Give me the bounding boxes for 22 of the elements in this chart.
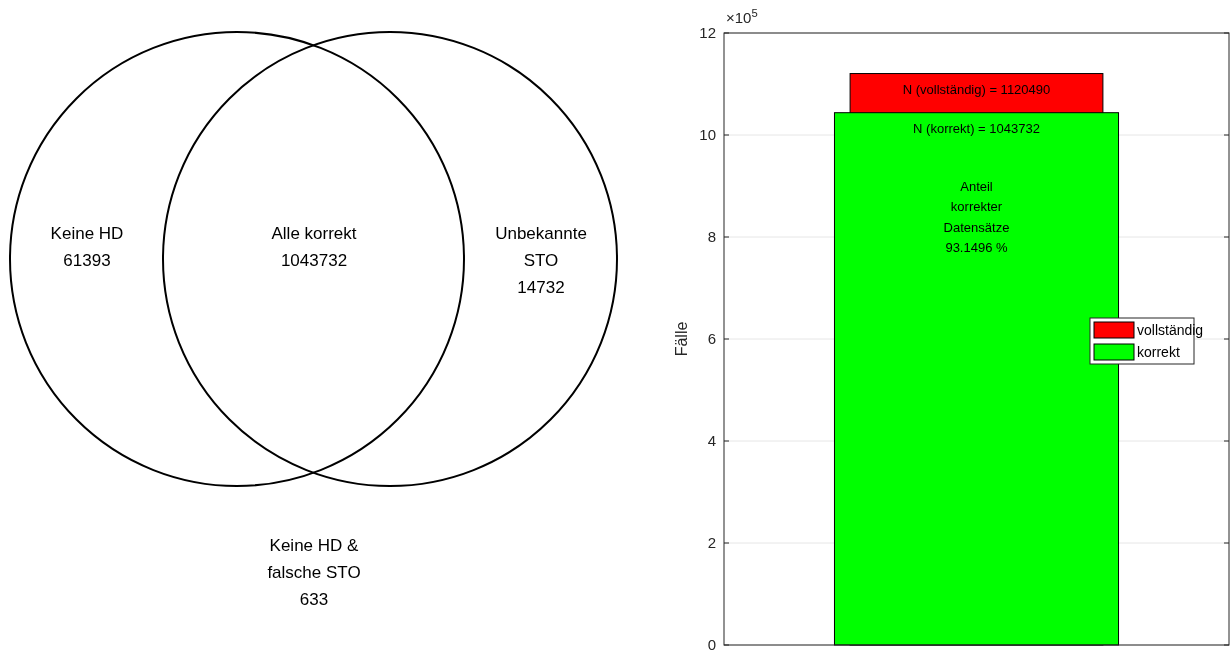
- data-label: 633: [299, 590, 329, 609]
- y-tick-label: 10: [699, 126, 716, 143]
- annotation: N (korrekt) = 1043732: [913, 120, 1040, 136]
- data-label: 61393: [63, 251, 111, 270]
- legend-label: korrekt: [1137, 344, 1180, 360]
- legend-label: vollständig: [1137, 322, 1204, 338]
- y-tick-label: 12: [699, 24, 716, 41]
- y-axis-title: Fälle: [673, 321, 690, 357]
- text: ×10$^{5}$: [726, 7, 758, 26]
- y-tick-label: 0: [707, 636, 716, 650]
- annotation: N (vollständig) = 1120490: [902, 81, 1051, 97]
- category-label: Keine HD & falsche STO: [267, 536, 361, 582]
- annotation: Anteil korrekter Datensätze 93.1496 %: [943, 178, 1010, 256]
- category-label: Alle korrekt: [271, 224, 357, 243]
- category-label: Unbekannte STO: [495, 224, 587, 270]
- y-tick-label: 2: [707, 534, 716, 551]
- y-tick-label: 4: [707, 432, 716, 449]
- y-tick-label: 6: [707, 330, 716, 347]
- data-label: 1043732: [280, 251, 348, 270]
- category-label: Keine HD: [50, 224, 124, 243]
- y-tick-label: 8: [707, 228, 716, 245]
- data-label: 14732: [517, 278, 565, 297]
